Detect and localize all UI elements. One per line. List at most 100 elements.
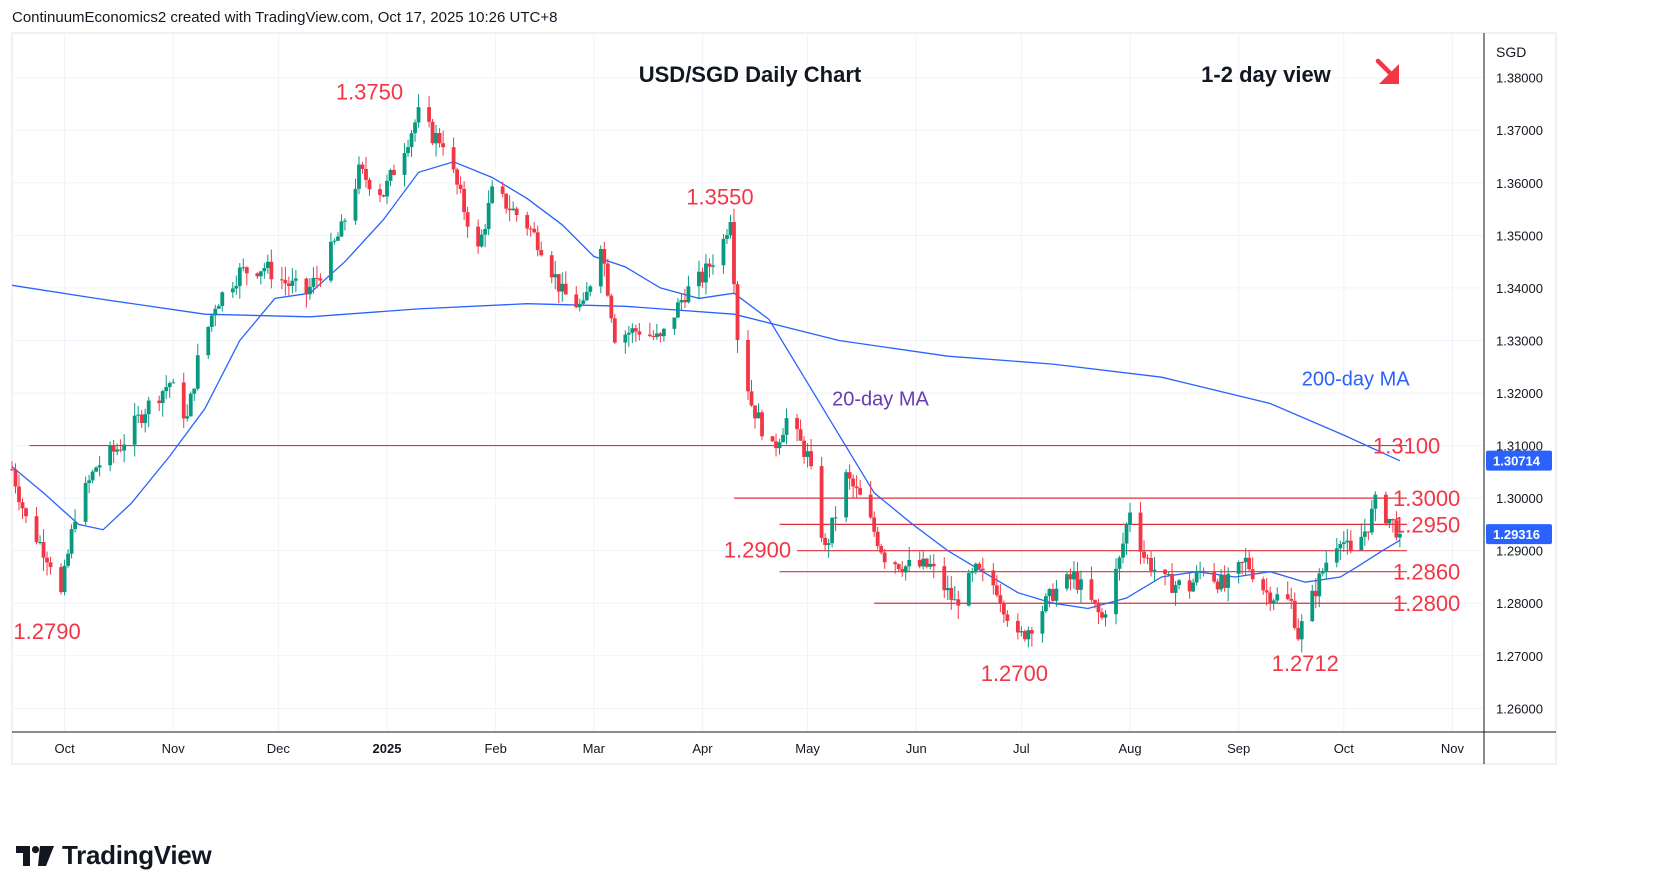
candle-body <box>563 283 568 295</box>
candle-body <box>676 302 680 318</box>
candle-body <box>48 562 53 568</box>
candle-body <box>1005 614 1010 621</box>
candle-body <box>854 486 859 489</box>
candle-body <box>1226 573 1231 588</box>
candle-body <box>819 466 824 538</box>
candle-body <box>970 571 975 574</box>
candle-body <box>879 546 884 553</box>
candle-body <box>535 232 540 251</box>
level-label: 1.2860 <box>1393 560 1460 585</box>
candle-body <box>1054 588 1059 601</box>
candle-body <box>413 122 417 134</box>
candle-body <box>623 334 628 343</box>
candle-body <box>94 467 99 472</box>
candle-body <box>560 283 565 292</box>
candle-body <box>1001 603 1006 615</box>
candle-body <box>872 517 877 532</box>
candle-body <box>735 284 740 340</box>
candle-body <box>122 444 127 451</box>
candle-body <box>255 273 260 277</box>
level-label: 1.2950 <box>1393 512 1460 537</box>
candle-body <box>896 564 901 570</box>
candle-body <box>549 255 554 278</box>
candle-body <box>973 563 978 572</box>
candle-body <box>220 292 225 307</box>
candle-body <box>357 164 361 189</box>
candle-body <box>1166 573 1171 575</box>
candle-body <box>956 599 961 606</box>
candle-body <box>1138 512 1143 552</box>
candle-body <box>1191 582 1196 592</box>
candle-body <box>311 277 316 287</box>
candle-body <box>10 469 14 471</box>
candle-body <box>293 278 298 281</box>
x-tick-label: May <box>795 741 820 756</box>
candle-body <box>139 414 144 424</box>
candle-body <box>1362 531 1367 537</box>
candle-body <box>465 212 470 227</box>
candle-body <box>329 241 333 281</box>
candle-body <box>994 585 999 596</box>
candle-body <box>1261 579 1266 591</box>
price-annotation: 1.3550 <box>686 185 753 210</box>
candle-body <box>584 291 589 301</box>
candle-body <box>24 508 28 517</box>
price-annotation: 1.3750 <box>336 79 403 104</box>
candle-body <box>1313 590 1318 597</box>
currency-label: SGD <box>1496 44 1526 60</box>
level-label: 1.2900 <box>724 538 791 563</box>
candle-body <box>1079 579 1083 590</box>
candle-body <box>931 563 936 567</box>
y-tick-label: 1.28000 <box>1496 596 1543 611</box>
candle-body <box>928 563 933 567</box>
candle-body <box>749 391 754 406</box>
candle-body <box>658 333 663 337</box>
tradingview-brand: TradingView <box>16 840 212 871</box>
candle-body <box>185 416 190 419</box>
candle-body <box>367 179 372 190</box>
candle-body <box>1359 536 1364 551</box>
candle-body <box>921 558 926 567</box>
candle-body <box>868 494 873 518</box>
candle-body <box>1065 574 1069 589</box>
x-tick-label: 2025 <box>373 741 402 756</box>
candle-body <box>1029 630 1034 634</box>
candle-body <box>746 339 750 392</box>
candle-body <box>1247 557 1252 570</box>
candle-body <box>1268 592 1273 604</box>
candlestick-series <box>10 94 1402 653</box>
candle-body <box>83 482 88 522</box>
y-tick-label: 1.32000 <box>1496 386 1543 401</box>
y-tick-label: 1.33000 <box>1496 333 1543 348</box>
candle-body <box>1215 581 1220 590</box>
candle-body <box>1019 631 1024 633</box>
candle-body <box>262 268 267 272</box>
candle-body <box>1198 570 1203 572</box>
candle-body <box>1089 579 1094 600</box>
chart-axes: 1.38000 1.37000 1.36000 1.35000 1.34000 1.330… <box>12 33 1556 764</box>
candle-body <box>903 566 908 573</box>
candle-body <box>1145 557 1150 559</box>
candle-body <box>87 480 92 483</box>
candle-body <box>952 599 957 601</box>
candle-body <box>721 238 726 266</box>
candle-body <box>732 222 736 285</box>
candle-body <box>269 261 274 280</box>
candle-body <box>728 222 733 236</box>
candle-body <box>539 250 544 256</box>
candle-body <box>458 184 463 189</box>
candle-body <box>1390 518 1395 521</box>
candle-body <box>851 478 856 487</box>
candle-body <box>1338 544 1343 549</box>
chart-header-credit: ContinuumEconomics2 created with Trading… <box>12 9 558 26</box>
candle-body <box>483 228 488 235</box>
candle-body <box>697 271 701 287</box>
candle-body <box>651 335 656 338</box>
candle-body <box>1114 568 1118 615</box>
candle-body <box>528 228 533 230</box>
x-tick-label: Feb <box>484 741 506 756</box>
candle-body <box>283 280 288 284</box>
candle-body <box>258 271 263 277</box>
candle-body <box>388 169 393 181</box>
